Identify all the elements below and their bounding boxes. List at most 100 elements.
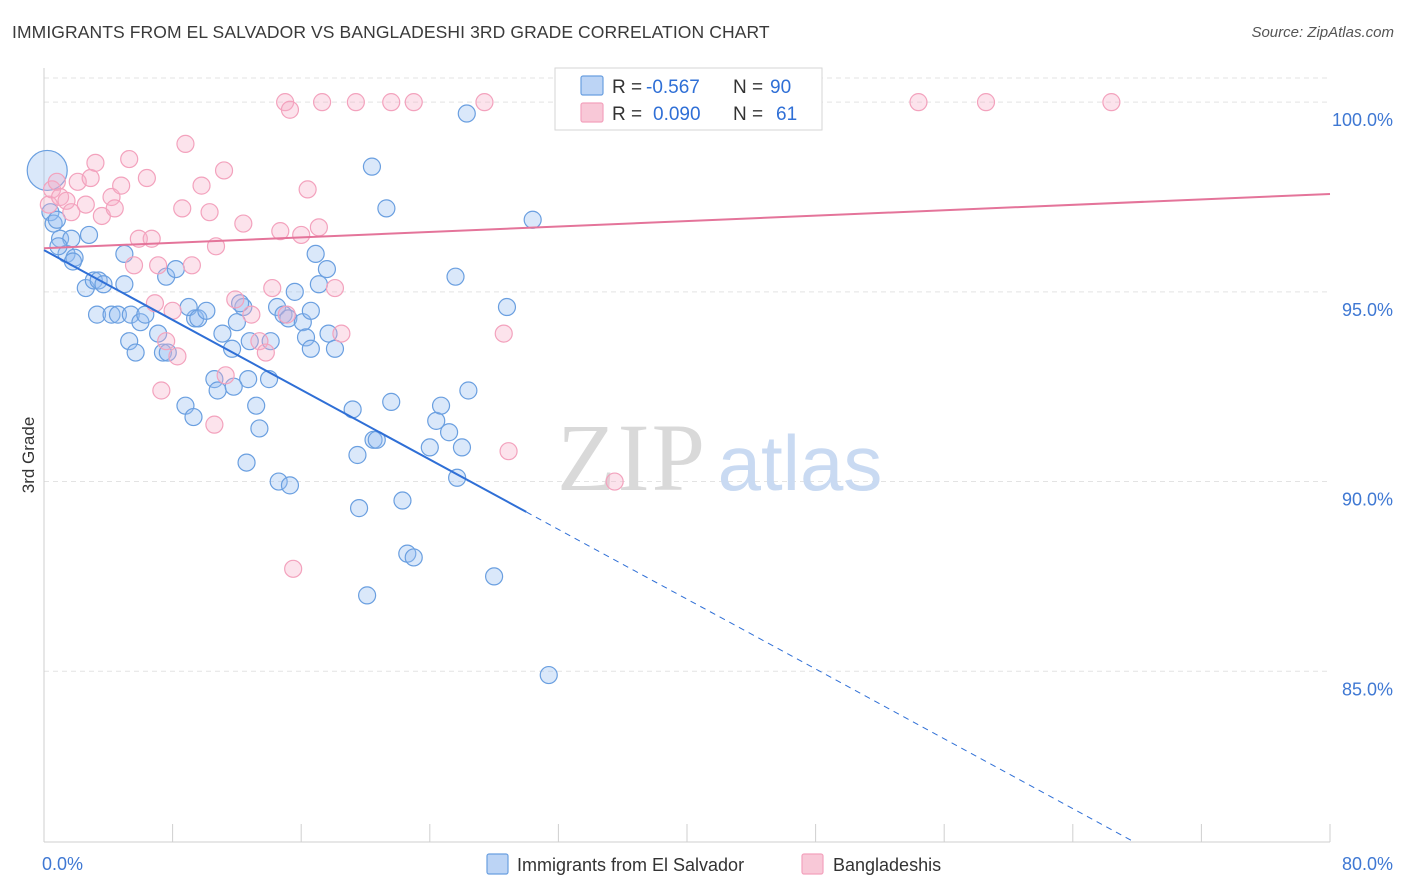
- el-salvador-point-27: [153, 343, 173, 362]
- el-salvador-point-89: [523, 210, 542, 229]
- el-salvador-trend-line: [43, 249, 527, 513]
- source-label: Source: ZipAtlas.com: [1251, 24, 1394, 41]
- bangladeshi-point-33: [226, 290, 245, 309]
- bangladeshi-point-57: [605, 472, 624, 491]
- el-salvador-point-74: [420, 438, 439, 457]
- bangladeshi-point-50: [312, 93, 332, 112]
- el-salvador-point-47: [267, 297, 287, 317]
- bangladeshi-point-51: [346, 93, 365, 112]
- el-salvador-point-84: [362, 157, 382, 176]
- el-salvador-point-67: [348, 445, 367, 465]
- el-salvador-point-78: [448, 468, 467, 487]
- bangladeshi-point-24: [168, 347, 187, 366]
- bangladeshi-point-8: [81, 168, 100, 188]
- bangladeshi-point-37: [250, 332, 269, 351]
- el-salvador-point-60: [325, 339, 345, 358]
- bangladeshi-point-42: [284, 559, 303, 578]
- bangladeshi-point-12: [105, 199, 124, 218]
- x-tick-label-1: 80.0%: [1342, 854, 1393, 874]
- legend-swatch-pink: [580, 102, 604, 123]
- chart-title: IMMIGRANTS FROM EL SALVADOR VS BANGLADES…: [12, 22, 770, 42]
- bangladeshi-point-22: [157, 332, 176, 351]
- y-tick-label-2: 95.0%: [1342, 300, 1393, 320]
- bottom-legend-label-blue: Immigrants from El Salvador: [517, 855, 744, 875]
- legend: R = -0.567 N = 90 R = 0.090 N = 61: [554, 67, 823, 131]
- el-salvador-point-23: [126, 343, 145, 362]
- el-salvador-point-35: [222, 339, 242, 358]
- el-salvador-point-61: [306, 244, 325, 264]
- el-salvador-trend-extension: [526, 511, 1135, 843]
- el-salvador-point-56: [296, 328, 316, 347]
- legend-r-value-2: 0.090: [653, 104, 701, 125]
- bangladeshi-point-13: [112, 176, 131, 195]
- watermark-atlas: atlas: [718, 419, 883, 507]
- trend-lines: [43, 192, 1331, 843]
- bangladeshi-point-27: [182, 256, 201, 275]
- bangladeshi-point-15: [124, 256, 144, 275]
- bangladeshi-point-52: [382, 93, 401, 112]
- el-salvador-point-41: [158, 343, 177, 362]
- el-salvador-point-0: [26, 149, 68, 192]
- watermark-zip: ZIP: [557, 404, 707, 511]
- el-salvador-point-81: [446, 267, 465, 286]
- el-salvador-point-87: [485, 567, 504, 586]
- bangladeshi-point-9: [86, 153, 105, 172]
- y-tick-label-1: 90.0%: [1342, 490, 1393, 510]
- y-tick-label-3: 100.0%: [1332, 110, 1393, 130]
- bangladeshi-point-43: [292, 225, 311, 245]
- y-tick-labels: 85.0% 90.0% 95.0% 100.0%: [1332, 110, 1393, 699]
- legend-r-label-2: R =: [612, 104, 642, 125]
- bangladeshi-point-41: [277, 305, 296, 324]
- el-salvador-point-80: [459, 381, 478, 400]
- el-salvador-point-79: [452, 438, 472, 457]
- el-salvador-point-44: [250, 419, 269, 438]
- el-salvador-point-10: [79, 225, 99, 245]
- el-salvador-point-50: [184, 407, 203, 427]
- watermark: ZIP atlas: [557, 404, 882, 511]
- y-axis-label: 3rd Grade: [19, 417, 38, 494]
- el-salvador-point-17: [108, 305, 128, 324]
- bangladeshi-point-45: [309, 218, 328, 237]
- el-salvador-point-28: [166, 259, 185, 279]
- bangladeshi-point-46: [325, 278, 345, 298]
- el-salvador-point-73: [404, 548, 423, 567]
- el-salvador-point-45: [237, 453, 256, 472]
- y-tick-label-0: 85.0%: [1342, 679, 1393, 699]
- legend-n-value-1: 90: [770, 77, 791, 98]
- el-salvador-point-43: [247, 396, 266, 415]
- bottom-legend: Immigrants from El Salvador Bangladeshis: [486, 853, 941, 875]
- el-salvador-point-38: [239, 370, 258, 389]
- el-salvador-point-85: [377, 199, 396, 218]
- series-bangladeshis-points: [39, 93, 1121, 578]
- el-salvador-point-65: [280, 476, 300, 495]
- el-salvador-point-19: [121, 305, 140, 324]
- bangladeshi-point-16: [129, 229, 148, 248]
- el-salvador-point-71: [393, 491, 412, 510]
- bangladeshi-point-44: [298, 180, 317, 199]
- legend-r-value-1: -0.567: [646, 77, 700, 98]
- bangladeshi-trend-line: [43, 192, 1331, 250]
- el-salvador-point-39: [208, 381, 227, 400]
- bangladeshi-point-20: [145, 294, 165, 313]
- bottom-legend-swatch-blue: [486, 853, 509, 875]
- el-salvador-point-83: [358, 586, 377, 605]
- bangladeshi-point-32: [214, 161, 234, 180]
- series-el-salvador-points: [26, 104, 558, 685]
- el-salvador-point-62: [317, 259, 337, 279]
- el-salvador-point-88: [497, 297, 517, 317]
- bangladeshi-point-14: [120, 149, 139, 169]
- el-salvador-point-3: [47, 210, 66, 229]
- bangladeshi-point-2: [47, 172, 66, 191]
- bangladeshi-point-26: [176, 134, 195, 153]
- el-salvador-point-32: [197, 301, 216, 320]
- el-salvador-point-42: [240, 332, 259, 351]
- bangladeshi-point-17: [137, 168, 156, 188]
- el-salvador-point-70: [382, 392, 401, 411]
- el-salvador-point-33: [205, 370, 224, 389]
- bangladeshi-point-53: [404, 93, 423, 112]
- bangladeshi-point-34: [216, 366, 235, 385]
- legend-n-value-2: 61: [776, 104, 797, 125]
- grid-lines: [44, 77, 1330, 672]
- x-tick-label-0: 0.0%: [42, 854, 83, 874]
- el-salvador-point-34: [213, 324, 232, 343]
